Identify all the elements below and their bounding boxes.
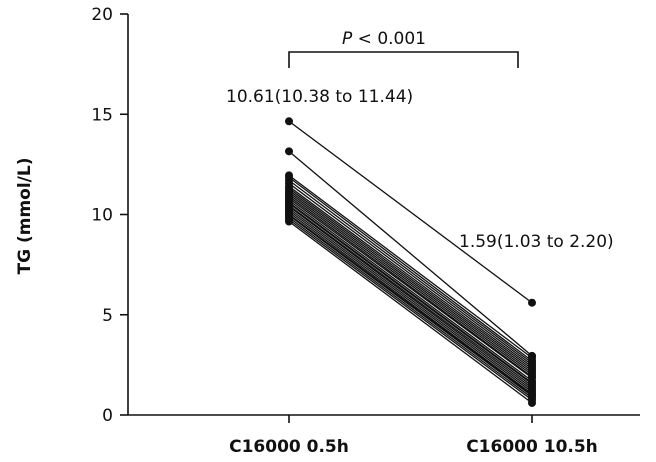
subject-pair-17 — [285, 202, 536, 392]
y-tick-5: 5 — [102, 306, 128, 326]
pair-line-6 — [288, 185, 533, 368]
pair-line-17 — [288, 205, 533, 389]
x-category-label-1: C16000 10.5h — [466, 437, 598, 457]
y-tick-10: 10 — [91, 206, 128, 226]
significance-threshold: < 0.001 — [352, 29, 426, 49]
x-category-label-0: C16000 0.5h — [229, 437, 349, 457]
y-tick-15: 15 — [91, 105, 128, 125]
pair-line-19 — [288, 209, 533, 393]
point-0.5h-0 — [285, 117, 293, 126]
pair-line-1 — [288, 150, 533, 357]
pair-line-0 — [288, 120, 533, 304]
subject-pair-9 — [285, 188, 536, 377]
y-tick-label-5: 5 — [102, 306, 113, 326]
subject-pair-25 — [285, 217, 536, 407]
point-0.5h-1 — [285, 147, 293, 156]
subject-pair-2 — [285, 171, 536, 362]
pair-line-15 — [288, 202, 533, 385]
y-tick-20: 20 — [91, 5, 128, 25]
pair-line-12 — [288, 197, 533, 379]
pair-line-16 — [288, 204, 533, 387]
pair-line-21 — [288, 213, 533, 396]
y-ticks: 0 5 10 15 20 — [91, 5, 128, 426]
subject-pair-13 — [285, 196, 536, 385]
pair-line-3 — [288, 176, 533, 362]
subject-pair-0 — [285, 117, 536, 307]
right-summary-label: 1.59(1.03 to 2.20) — [459, 232, 614, 252]
pair-line-2 — [288, 174, 533, 359]
subject-pair-15 — [285, 199, 536, 388]
pair-line-5 — [288, 182, 533, 366]
pair-line-20 — [288, 211, 533, 395]
pair-line-4 — [288, 179, 533, 364]
pair-line-14 — [288, 201, 533, 384]
significance-label: P < 0.001 — [342, 29, 426, 49]
subject-pair-3 — [285, 173, 536, 365]
pair-line-25 — [288, 220, 533, 404]
paired-lines — [285, 117, 536, 407]
y-tick-label-20: 20 — [91, 5, 113, 25]
subject-pair-1 — [285, 147, 536, 360]
pair-line-10 — [288, 193, 533, 376]
pair-line-18 — [288, 207, 533, 391]
x-tick-0: C16000 0.5h — [229, 415, 349, 457]
pair-line-11 — [288, 195, 533, 378]
subject-pair-10 — [285, 190, 536, 379]
pair-line-9 — [288, 191, 533, 374]
left-summary-label: 10.61(10.38 to 11.44) — [226, 87, 413, 107]
x-tick-1: C16000 10.5h — [466, 415, 598, 457]
subject-pair-6 — [285, 182, 536, 371]
subject-pair-4 — [285, 176, 536, 367]
y-axis-title: TG (mmol/L) — [15, 158, 35, 275]
pair-line-13 — [288, 199, 533, 382]
significance-bracket — [288, 51, 519, 68]
pair-line-7 — [288, 187, 533, 370]
y-tick-label-0: 0 — [102, 406, 113, 426]
subject-pair-5 — [285, 179, 536, 369]
pair-line-22 — [288, 214, 533, 397]
subject-pair-8 — [285, 186, 536, 375]
point-10.5h-0 — [528, 298, 536, 307]
point-0.5h-25 — [285, 217, 293, 226]
y-tick-label-10: 10 — [91, 206, 113, 226]
pair-line-24 — [288, 218, 533, 401]
y-tick-0: 0 — [102, 406, 128, 426]
significance-p: P — [342, 29, 353, 49]
point-10.5h-25 — [528, 398, 536, 407]
subject-pair-16 — [285, 201, 536, 390]
pair-line-8 — [288, 189, 533, 372]
y-tick-label-15: 15 — [91, 105, 113, 125]
subject-pair-12 — [285, 194, 536, 382]
pair-line-23 — [288, 216, 533, 399]
